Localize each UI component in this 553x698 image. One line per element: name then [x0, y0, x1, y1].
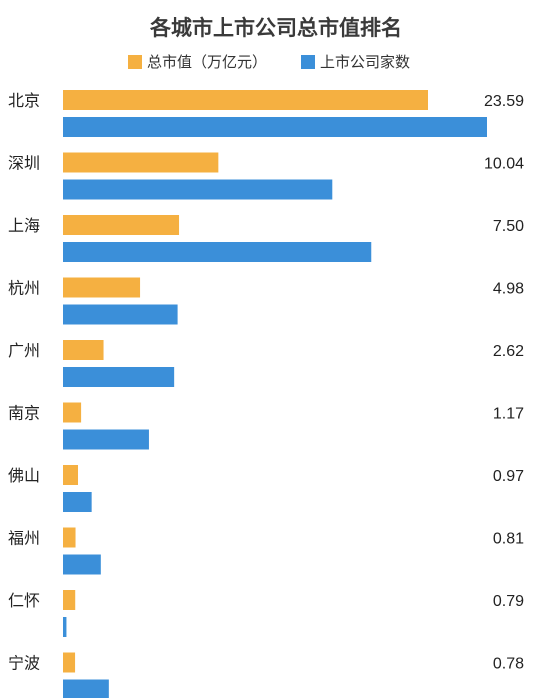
bar-company-count: [63, 617, 67, 637]
bar-company-count: [63, 117, 487, 137]
legend-label-1: 上市公司家数: [320, 53, 410, 71]
legend-swatch-0: [128, 55, 142, 69]
bar-market-cap: [63, 340, 104, 360]
value-label: 10.04: [484, 156, 524, 173]
row-6: 佛山 0.97: [8, 465, 524, 512]
category-label: 佛山: [8, 466, 40, 485]
value-label: 1.17: [493, 406, 524, 423]
value-label: 7.50: [493, 218, 524, 235]
bar-company-count: [63, 492, 92, 512]
category-label: 广州: [8, 341, 40, 360]
category-label: 仁怀: [8, 591, 40, 610]
row-8: 仁怀 0.79: [8, 590, 524, 637]
category-label: 深圳: [8, 154, 40, 173]
bar-market-cap: [63, 277, 141, 298]
category-label: 福州: [8, 529, 40, 548]
bar-company-count: [63, 679, 109, 698]
bar-market-cap: [63, 152, 219, 173]
value-label: 0.81: [493, 531, 524, 548]
row-5: 南京 1.17: [8, 402, 524, 450]
bar-company-count: [63, 179, 333, 200]
chart-rows: 北京 23.59 深圳 10.04 上海 7.50 杭州 4.98 广州 2.62 南京 1.17 佛山…: [8, 90, 524, 698]
bar-market-cap: [63, 215, 180, 235]
bar-company-count: [63, 242, 372, 262]
bar-market-cap: [63, 652, 76, 673]
bar-market-cap: [63, 465, 79, 485]
row-4: 广州 2.62: [8, 340, 524, 387]
category-label: 杭州: [8, 279, 40, 298]
bar-company-count: [63, 367, 175, 387]
category-label: 北京: [8, 91, 40, 110]
bar-company-count: [63, 304, 178, 325]
row-2: 上海 7.50: [8, 215, 524, 262]
row-7: 福州 0.81: [8, 527, 524, 575]
value-label: 23.59: [484, 93, 524, 110]
row-9: 宁波 0.78: [8, 652, 524, 698]
bar-market-cap: [63, 527, 76, 548]
bar-market-cap: [63, 402, 82, 423]
legend-swatch-1: [301, 55, 315, 69]
bar-market-cap: [63, 90, 428, 110]
row-3: 杭州 4.98: [8, 277, 524, 325]
bar-company-count: [63, 554, 101, 575]
legend: 总市值（万亿元） 上市公司家数: [128, 53, 410, 71]
row-0: 北京 23.59: [8, 90, 524, 137]
value-label: 0.97: [493, 468, 524, 485]
value-label: 0.78: [493, 656, 524, 673]
row-1: 深圳 10.04: [8, 152, 524, 200]
category-label: 南京: [8, 404, 40, 423]
value-label: 4.98: [493, 281, 524, 298]
chart-title: 各城市上市公司总市值排名: [149, 16, 402, 40]
value-label: 0.79: [493, 593, 524, 610]
value-label: 2.62: [493, 343, 524, 360]
category-label: 宁波: [8, 654, 40, 673]
bar-market-cap: [63, 590, 76, 610]
category-label: 上海: [8, 216, 40, 235]
bar-company-count: [63, 429, 149, 450]
legend-label-0: 总市值（万亿元）: [147, 53, 267, 71]
